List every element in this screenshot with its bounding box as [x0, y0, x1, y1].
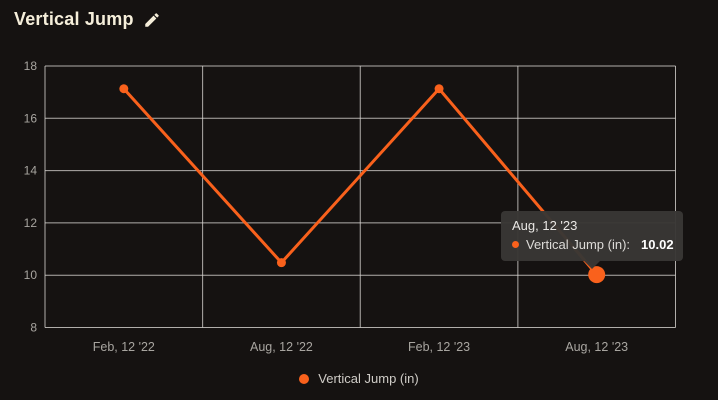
data-point[interactable] [588, 266, 606, 284]
tooltip-series-dot-icon [512, 241, 519, 248]
chart-legend[interactable]: Vertical Jump (in) [0, 371, 718, 386]
legend-dot-icon [299, 373, 310, 384]
y-tick-label: 18 [24, 59, 38, 73]
legend-label: Vertical Jump (in) [318, 371, 419, 386]
chart-tooltip: Aug, 12 '23 Vertical Jump (in): 10.02 [501, 211, 683, 269]
edit-title-button[interactable] [143, 11, 161, 29]
y-tick-label: 10 [24, 268, 38, 282]
x-tick-label: Aug, 12 '22 [250, 340, 313, 354]
x-tick-label: Aug, 12 '23 [565, 340, 628, 354]
y-tick-label: 12 [24, 216, 38, 230]
x-tick-label: Feb, 12 '23 [408, 340, 470, 354]
data-point[interactable] [276, 258, 286, 268]
data-point[interactable] [119, 84, 129, 94]
data-point[interactable] [434, 84, 444, 94]
page-title: Vertical Jump [14, 9, 134, 29]
tooltip-series-label: Vertical Jump (in): [526, 237, 631, 252]
chart-header: Vertical Jump [14, 9, 161, 30]
pencil-icon [143, 11, 161, 29]
y-tick-label: 8 [30, 321, 37, 335]
tooltip-date: Aug, 12 '23 [512, 218, 578, 233]
y-tick-label: 16 [24, 111, 38, 125]
x-tick-label: Feb, 12 '22 [93, 340, 155, 354]
y-tick-label: 14 [24, 164, 38, 178]
series-line [122, 86, 599, 277]
tooltip-value: 10.02 [641, 237, 674, 252]
